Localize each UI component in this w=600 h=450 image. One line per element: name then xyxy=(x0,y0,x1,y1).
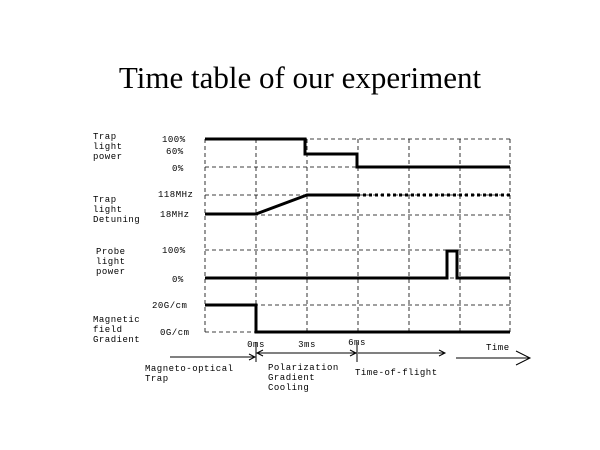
level-label: 100% xyxy=(162,135,186,145)
row-label: Detuning xyxy=(93,215,140,225)
time-arrow xyxy=(456,350,532,366)
row-label: Magnetic xyxy=(93,315,140,325)
row-label: power xyxy=(96,267,126,277)
row-label: power xyxy=(93,152,123,162)
phase-label: Trap xyxy=(145,374,169,384)
phase-labels: Magneto-optical Trap Polarization Gradie… xyxy=(145,363,438,393)
phase-label: Polarization xyxy=(268,363,339,373)
phase-label: Time-of-flight xyxy=(355,368,438,378)
level-label: 100% xyxy=(162,246,186,256)
time-axis-label: Time xyxy=(486,343,510,353)
row-label: light xyxy=(93,205,123,215)
phase-arrows xyxy=(170,342,447,362)
row-label: field xyxy=(93,325,123,335)
trap-power-trace xyxy=(205,137,510,169)
gradient-trace xyxy=(205,303,510,334)
row-label: light xyxy=(96,257,126,267)
row-label: Trap xyxy=(93,195,117,205)
level-label: 0% xyxy=(172,275,184,285)
phase-label: Cooling xyxy=(268,383,309,393)
level-label: 118MHz xyxy=(158,190,193,200)
row-label: Trap xyxy=(93,132,117,142)
detuning-trace xyxy=(205,193,357,216)
level-label: 0G/cm xyxy=(160,328,190,338)
row-labels: Trap light power Trap light Detuning Pro… xyxy=(93,132,140,345)
level-label: 20G/cm xyxy=(152,301,187,311)
level-label: 60% xyxy=(166,147,184,157)
row-label: light xyxy=(93,142,123,152)
time-marks: 0ms 3ms 6ms Time xyxy=(247,338,509,353)
phase-label: Magneto-optical xyxy=(145,364,234,374)
level-label: 0% xyxy=(172,164,184,174)
row-label: Gradient xyxy=(93,335,140,345)
row-label: Probe xyxy=(96,247,126,257)
phase-label: Gradient xyxy=(268,373,315,383)
level-label: 18MHz xyxy=(160,210,190,220)
level-labels: 100% 60% 0% 118MHz 18MHz 100% 0% 20G/cm … xyxy=(152,135,193,338)
probe-trace xyxy=(205,249,510,280)
title: Time table of our experiment xyxy=(119,60,482,95)
time-mark: 3ms xyxy=(298,340,316,350)
